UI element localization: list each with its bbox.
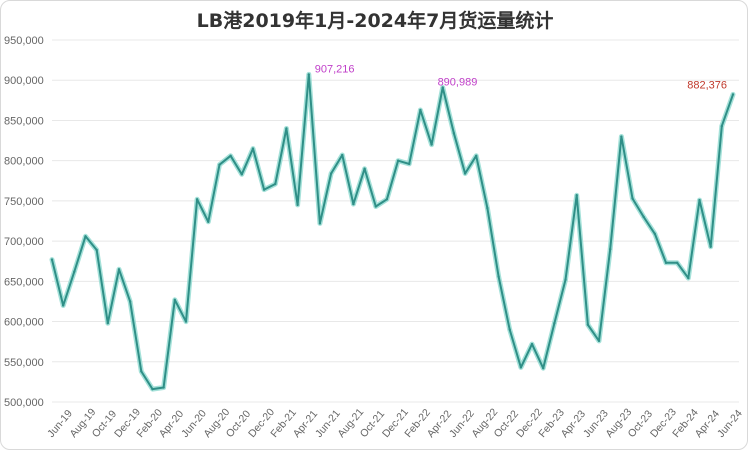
data-point xyxy=(475,154,478,158)
y-tick-label: 800,000 xyxy=(4,156,44,168)
data-point xyxy=(408,162,411,166)
annotations: 907,216 890,989 882,376 xyxy=(315,63,727,91)
data-point xyxy=(240,173,243,176)
data-point xyxy=(508,328,511,331)
y-axis: 500,000 550,000 600,000 650,000 700,000 750,0… xyxy=(4,35,44,409)
data-point xyxy=(128,300,132,303)
data-point xyxy=(497,275,500,278)
series-line xyxy=(51,73,734,391)
data-point xyxy=(642,215,645,219)
data-point xyxy=(631,197,634,200)
y-tick-label: 600,000 xyxy=(4,317,44,329)
data-point xyxy=(274,182,277,186)
data-point xyxy=(251,147,255,150)
data-point xyxy=(296,203,299,207)
annotation-label: 907,216 xyxy=(315,63,355,75)
data-point xyxy=(709,245,712,248)
data-point xyxy=(151,387,154,391)
y-tick-label: 550,000 xyxy=(4,357,44,369)
data-point xyxy=(207,220,210,224)
data-point xyxy=(341,153,344,157)
data-point xyxy=(162,386,165,389)
data-point xyxy=(218,163,221,166)
data-point xyxy=(229,154,232,158)
data-point xyxy=(61,304,65,307)
data-point xyxy=(698,198,701,202)
data-point xyxy=(396,159,400,162)
data-point xyxy=(608,247,612,251)
data-point xyxy=(318,222,322,225)
chart-title: LB港2019年1月-2024年7月货运量统计 xyxy=(196,10,554,32)
data-point xyxy=(486,206,489,210)
y-tick-label: 700,000 xyxy=(4,236,44,248)
data-point xyxy=(553,321,556,325)
data-point xyxy=(117,268,121,271)
data-point xyxy=(95,248,98,252)
annotation-label: 882,376 xyxy=(687,79,727,91)
data-point xyxy=(352,202,355,206)
data-point xyxy=(419,108,422,112)
y-tick-label: 650,000 xyxy=(4,276,44,288)
y-tick-label: 900,000 xyxy=(4,75,44,87)
series-layer xyxy=(49,71,736,392)
data-point xyxy=(564,278,567,281)
data-point xyxy=(664,261,668,265)
data-point xyxy=(106,321,110,325)
series-line-glow xyxy=(49,71,736,392)
data-point xyxy=(530,342,534,346)
data-point xyxy=(575,194,578,197)
data-point xyxy=(307,73,310,76)
data-point xyxy=(597,339,601,343)
data-point xyxy=(620,135,623,138)
data-point xyxy=(653,232,657,236)
data-point xyxy=(731,93,735,96)
data-point xyxy=(687,276,690,280)
data-point xyxy=(184,320,188,323)
x-axis: Jun-19Aug-19Oct-19Dec-19Feb-20Apr-20Jun-… xyxy=(45,406,745,440)
data-point xyxy=(542,367,545,370)
data-point xyxy=(675,261,679,265)
data-point xyxy=(329,172,333,175)
data-point xyxy=(285,127,288,130)
data-point xyxy=(73,270,76,273)
data-point xyxy=(519,366,523,369)
x-tick-label: Jun-24 xyxy=(715,407,745,439)
data-point xyxy=(50,258,54,261)
data-point xyxy=(374,205,377,208)
y-tick-label: 950,000 xyxy=(4,35,44,47)
data-point xyxy=(363,167,366,170)
data-point xyxy=(586,323,590,326)
data-point xyxy=(140,370,143,373)
data-point xyxy=(720,124,724,128)
data-point xyxy=(441,86,444,89)
data-point xyxy=(385,198,389,201)
y-tick-label: 750,000 xyxy=(4,196,44,208)
data-point xyxy=(452,132,456,135)
data-point xyxy=(84,235,87,238)
data-point xyxy=(463,172,467,175)
data-point xyxy=(173,298,177,302)
y-tick-label: 500,000 xyxy=(4,397,44,409)
data-point xyxy=(430,143,433,146)
annotation-label: 890,989 xyxy=(438,76,478,88)
data-point xyxy=(262,188,266,191)
data-point xyxy=(195,198,199,201)
y-tick-label: 850,000 xyxy=(4,115,44,127)
grid-lines xyxy=(52,39,739,403)
